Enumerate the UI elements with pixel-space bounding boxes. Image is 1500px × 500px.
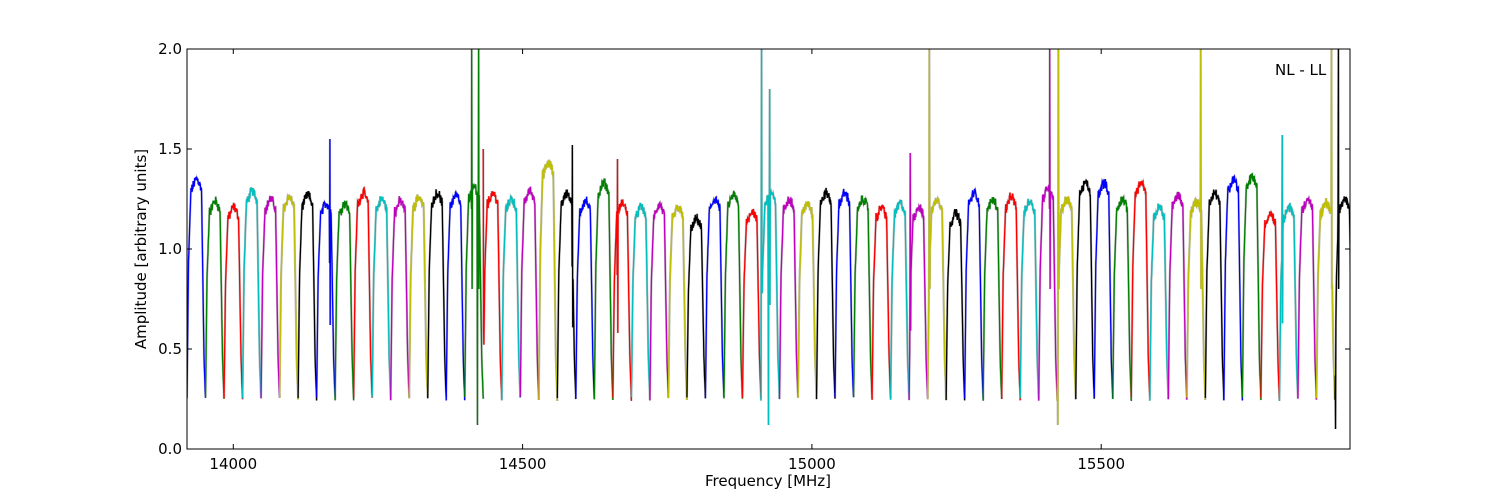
channel-series-line — [982, 196, 1003, 401]
channel-series-line — [1038, 49, 1058, 401]
channel-series-line — [760, 49, 781, 426]
channel-series-line — [427, 189, 447, 399]
channel-series-line — [1075, 178, 1095, 400]
channel-series-line — [1019, 198, 1040, 399]
y-axis: 0.0 0.5 1.0 1.5 2.0 — [158, 40, 1350, 458]
channel-series-line — [649, 201, 670, 401]
y-tick-label: 0.5 — [158, 340, 182, 358]
y-tick-label: 1.5 — [158, 140, 182, 158]
channel-series-line — [908, 152, 929, 401]
channel-series-line — [464, 49, 484, 426]
channel-series-line — [297, 190, 318, 401]
x-tick-label: 14000 — [209, 455, 257, 473]
x-tick-label: 15500 — [1077, 455, 1125, 473]
channel-series-line — [964, 187, 984, 400]
y-tick-label: 1.0 — [158, 240, 182, 258]
channel-series-line — [501, 194, 521, 401]
channel-series-line — [1315, 49, 1336, 400]
channel-series-line — [889, 199, 910, 400]
channel-series-line — [667, 204, 688, 400]
channel-series-line — [1186, 49, 1206, 400]
channel-series-line — [871, 204, 892, 400]
channel-series-line — [445, 190, 466, 401]
x-tick-label: 14500 — [499, 455, 547, 473]
channel-series-line — [1167, 191, 1188, 400]
channel-series-line — [723, 190, 744, 399]
channel-series-line — [741, 208, 762, 399]
channel-series-line — [408, 194, 429, 399]
series-layer — [187, 49, 1350, 430]
x-tick-label: 15000 — [788, 455, 836, 473]
channel-series-line — [1334, 49, 1350, 430]
channel-series-line — [315, 138, 336, 398]
plot-area — [186, 48, 1351, 450]
channel-series-line — [686, 213, 707, 399]
channel-series-line — [204, 196, 225, 399]
channel-series-line — [612, 158, 633, 401]
channel-series-line — [482, 148, 503, 400]
channel-series-line — [852, 195, 873, 400]
channel-series-line — [352, 186, 373, 398]
channel-series-line — [797, 201, 818, 400]
x-axis-label: Frequency [MHz] — [705, 472, 831, 490]
channel-series-line — [1223, 174, 1244, 401]
y-axis-label: Amplitude [arbitrary units] — [132, 149, 150, 349]
chart-annotation: NL - LL — [1275, 61, 1327, 79]
channel-series-line — [1130, 179, 1151, 398]
channel-series-line — [1297, 195, 1318, 400]
channel-series-line — [593, 178, 614, 401]
channel-series-line — [1093, 178, 1114, 399]
channel-series-line — [1204, 189, 1225, 401]
channel-series-line — [260, 195, 281, 399]
channel-series-line — [1278, 134, 1299, 401]
channel-series-line — [1260, 210, 1281, 400]
channel-series-line — [926, 49, 947, 401]
x-axis: 14000 14500 15000 15500 — [209, 49, 1125, 473]
channel-series-line — [1056, 49, 1077, 426]
channel-series-line — [575, 196, 595, 399]
channel-series-line — [630, 202, 651, 400]
y-tick-label: 2.0 — [158, 40, 182, 58]
channel-series-line — [815, 187, 836, 400]
channel-series-line — [556, 144, 577, 400]
channel-series-line — [1112, 195, 1132, 402]
channel-series-line — [834, 188, 855, 398]
channel-shadow-line — [1185, 49, 1207, 401]
channel-series-line — [1241, 172, 1262, 401]
channel-series-line — [390, 196, 410, 401]
channel-series-line — [187, 175, 207, 399]
channel-series-line — [371, 196, 392, 400]
channel-series-line — [334, 200, 355, 401]
channel-series-line — [1001, 192, 1021, 401]
channel-series-line — [223, 202, 244, 400]
channel-series-line — [278, 194, 299, 400]
channel-series-line — [519, 186, 540, 400]
channel-series-line — [945, 209, 966, 401]
channel-series-line — [241, 187, 262, 399]
channel-series-line — [1149, 203, 1169, 401]
channel-series-line — [704, 195, 725, 398]
channel-series-line — [538, 159, 558, 401]
channel-series-line — [778, 196, 799, 400]
y-tick-label: 0.0 — [158, 440, 182, 458]
